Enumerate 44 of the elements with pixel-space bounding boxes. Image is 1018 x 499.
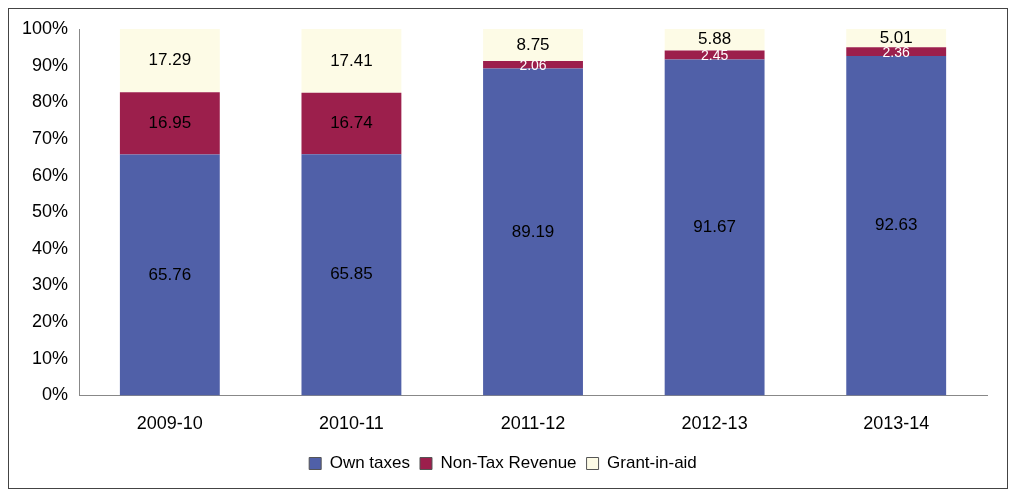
data-label: 17.29 <box>148 50 192 70</box>
bar <box>301 29 402 93</box>
y-tick-label: 100% <box>21 17 69 38</box>
data-label: 5.88 <box>698 29 732 49</box>
data-label: 8.75 <box>516 34 550 54</box>
bar <box>846 56 947 396</box>
data-label: 92.63 <box>874 215 918 235</box>
y-tick-label: 20% <box>32 311 69 332</box>
data-label: 2.45 <box>700 46 729 63</box>
data-label: 91.67 <box>693 217 736 237</box>
x-tick-label: 2012-13 <box>681 413 748 434</box>
bar <box>301 154 402 396</box>
data-label: 89.19 <box>511 221 555 241</box>
x-tick-label: 2009-10 <box>136 413 203 434</box>
legend-label: Own taxes <box>329 453 410 473</box>
bar <box>664 29 765 51</box>
legend-label: Grant-in-aid <box>607 453 697 473</box>
y-tick-label: 70% <box>32 127 69 148</box>
bar <box>483 68 583 396</box>
data-label: 16.74 <box>330 113 373 133</box>
x-tick-label: 2013-14 <box>863 413 930 434</box>
y-tick-label: 0% <box>42 384 69 405</box>
bar <box>483 29 583 62</box>
data-label: 16.95 <box>148 113 192 133</box>
x-tick-label: 2011-12 <box>500 413 566 434</box>
bar <box>119 154 220 396</box>
x-tick-label: 2010-11 <box>319 413 384 434</box>
data-label: 2.06 <box>519 56 547 73</box>
y-tick-label: 80% <box>32 91 69 112</box>
bar <box>664 59 765 396</box>
bar <box>483 61 583 69</box>
y-tick-label: 50% <box>32 201 69 222</box>
data-label: 17.41 <box>330 50 373 70</box>
y-tick-label: 90% <box>32 54 69 75</box>
y-tick-label: 10% <box>32 347 69 368</box>
y-tick-label: 40% <box>32 237 69 258</box>
data-label: 65.85 <box>330 264 373 284</box>
y-tick-label: 30% <box>32 274 69 295</box>
bar <box>119 29 220 93</box>
bar <box>119 92 220 155</box>
data-label: 65.76 <box>148 264 192 284</box>
y-tick-label: 60% <box>32 164 69 185</box>
bar <box>301 92 402 155</box>
legend-label: Non-Tax Revenue <box>440 453 577 473</box>
